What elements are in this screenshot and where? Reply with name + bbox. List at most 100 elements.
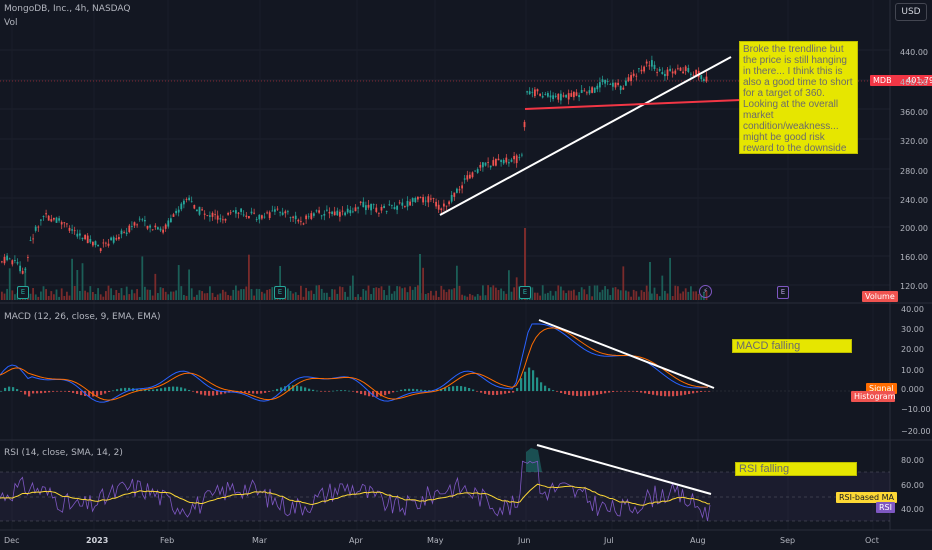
- volume-bar: [404, 287, 406, 300]
- rsi-pane: [0, 448, 890, 522]
- volume-bar: [409, 286, 411, 300]
- volume-bar: [175, 290, 177, 300]
- volume-bar: [120, 288, 123, 300]
- candle-body: [27, 257, 29, 258]
- candle-body: [271, 210, 274, 212]
- candle-body: [170, 218, 172, 223]
- volume-bar: [437, 296, 440, 300]
- symbol-title[interactable]: MongoDB, Inc., 4h, NASDAQ: [4, 4, 131, 14]
- candle-body: [339, 211, 341, 217]
- earnings-icon[interactable]: E: [777, 286, 789, 299]
- candle-body: [32, 238, 34, 240]
- candle-body: [1, 261, 3, 263]
- candle-body: [614, 82, 617, 88]
- macd-histogram-bar: [164, 387, 167, 391]
- candle-body: [261, 215, 263, 219]
- earnings-icon[interactable]: E: [274, 286, 286, 299]
- rsi-title[interactable]: RSI (14, close, SMA, 14, 2): [4, 448, 123, 458]
- volume-bar: [690, 286, 692, 300]
- currency-button[interactable]: USD: [895, 3, 927, 21]
- volume-bar: [71, 258, 73, 300]
- candle-body: [518, 157, 521, 159]
- macd-histogram-bar: [608, 391, 611, 393]
- price-axis-label: 200.00: [900, 224, 928, 233]
- macd-histogram-bar: [648, 391, 651, 395]
- rsi-note[interactable]: RSI falling: [735, 462, 857, 476]
- volume-bar: [554, 291, 557, 300]
- volume-bar: [261, 291, 263, 300]
- macd-histogram-bar: [36, 391, 39, 394]
- volume-bar: [524, 228, 526, 300]
- macd-histogram-bar: [76, 391, 79, 395]
- rsi-ma-line: [0, 483, 711, 506]
- macd-title[interactable]: MACD (12, 26, close, 9, EMA, EMA): [4, 312, 161, 322]
- candle-body: [443, 203, 445, 207]
- macd-histogram-bar: [400, 389, 403, 391]
- candle-body: [469, 174, 471, 179]
- signal-tag: Signal: [866, 383, 897, 394]
- volume-legend[interactable]: Vol: [4, 18, 18, 28]
- volume-bar: [193, 296, 196, 300]
- macd-axis-label: 0.000: [901, 385, 924, 394]
- macd-histogram-bar: [352, 391, 355, 392]
- split-event-icon[interactable]: ⚡: [699, 285, 712, 298]
- rsi-value-tag: RSI: [876, 502, 895, 513]
- volume-bar: [250, 289, 253, 300]
- macd-histogram-bar: [692, 391, 695, 394]
- time-axis-label: Jun: [518, 536, 531, 545]
- candle-body: [411, 198, 414, 202]
- candle-body: [414, 197, 417, 203]
- volume-bar: [649, 262, 651, 300]
- time-axis-label: 2023: [86, 536, 109, 545]
- volume-bar: [671, 296, 674, 300]
- volume-bar: [640, 290, 643, 300]
- candle-body: [53, 217, 55, 220]
- volume-bar: [391, 293, 393, 300]
- volume-bar: [172, 291, 175, 300]
- volume-bar: [658, 296, 661, 300]
- macd-axis-label: 20.00: [901, 345, 924, 354]
- analysis-note[interactable]: Broke the trendline but the price is sti…: [739, 41, 858, 154]
- macd-histogram-bar: [152, 389, 155, 391]
- macd-histogram-bar: [0, 391, 3, 392]
- volume-bar: [326, 292, 328, 300]
- rsi-trendline: [536, 444, 712, 495]
- macd-histogram-bar: [188, 389, 191, 391]
- candle-body: [417, 196, 419, 200]
- macd-histogram-bar: [444, 387, 447, 391]
- symbol-price-tag: MDB 401.79: [870, 75, 932, 86]
- candle-body: [508, 162, 510, 164]
- macd-histogram-bar: [212, 391, 215, 396]
- candle-body: [651, 60, 653, 67]
- macd-histogram-bar: [80, 391, 83, 396]
- candle-body: [635, 75, 638, 77]
- volume-bar: [396, 286, 398, 300]
- macd-note[interactable]: MACD falling: [732, 339, 852, 353]
- volume-bar: [190, 288, 193, 300]
- volume-bar: [398, 286, 401, 300]
- earnings-icon[interactable]: E: [519, 286, 531, 299]
- macd-histogram-bar: [324, 391, 327, 392]
- candle-body: [588, 90, 591, 94]
- volume-bar: [604, 286, 606, 300]
- price-axis-label: 280.00: [900, 167, 928, 176]
- time-axis-label: Dec: [4, 536, 20, 545]
- candle-body: [326, 209, 328, 211]
- candle-body: [245, 215, 248, 217]
- earnings-icon[interactable]: E: [17, 286, 29, 299]
- candle-body: [643, 66, 645, 72]
- candle-body: [669, 68, 671, 71]
- macd-histogram-bar: [612, 391, 615, 392]
- volume-bar: [359, 296, 362, 300]
- macd-histogram-bar: [28, 391, 31, 397]
- volume-bar: [534, 292, 536, 300]
- macd-histogram-bar: [264, 391, 267, 393]
- volume-bar: [63, 296, 66, 300]
- macd-histogram-bar: [424, 390, 427, 391]
- candle-body: [705, 76, 708, 82]
- candle-body: [609, 84, 612, 85]
- candle-body: [198, 206, 201, 215]
- macd-histogram-bar: [60, 391, 63, 392]
- candle-body: [292, 216, 294, 218]
